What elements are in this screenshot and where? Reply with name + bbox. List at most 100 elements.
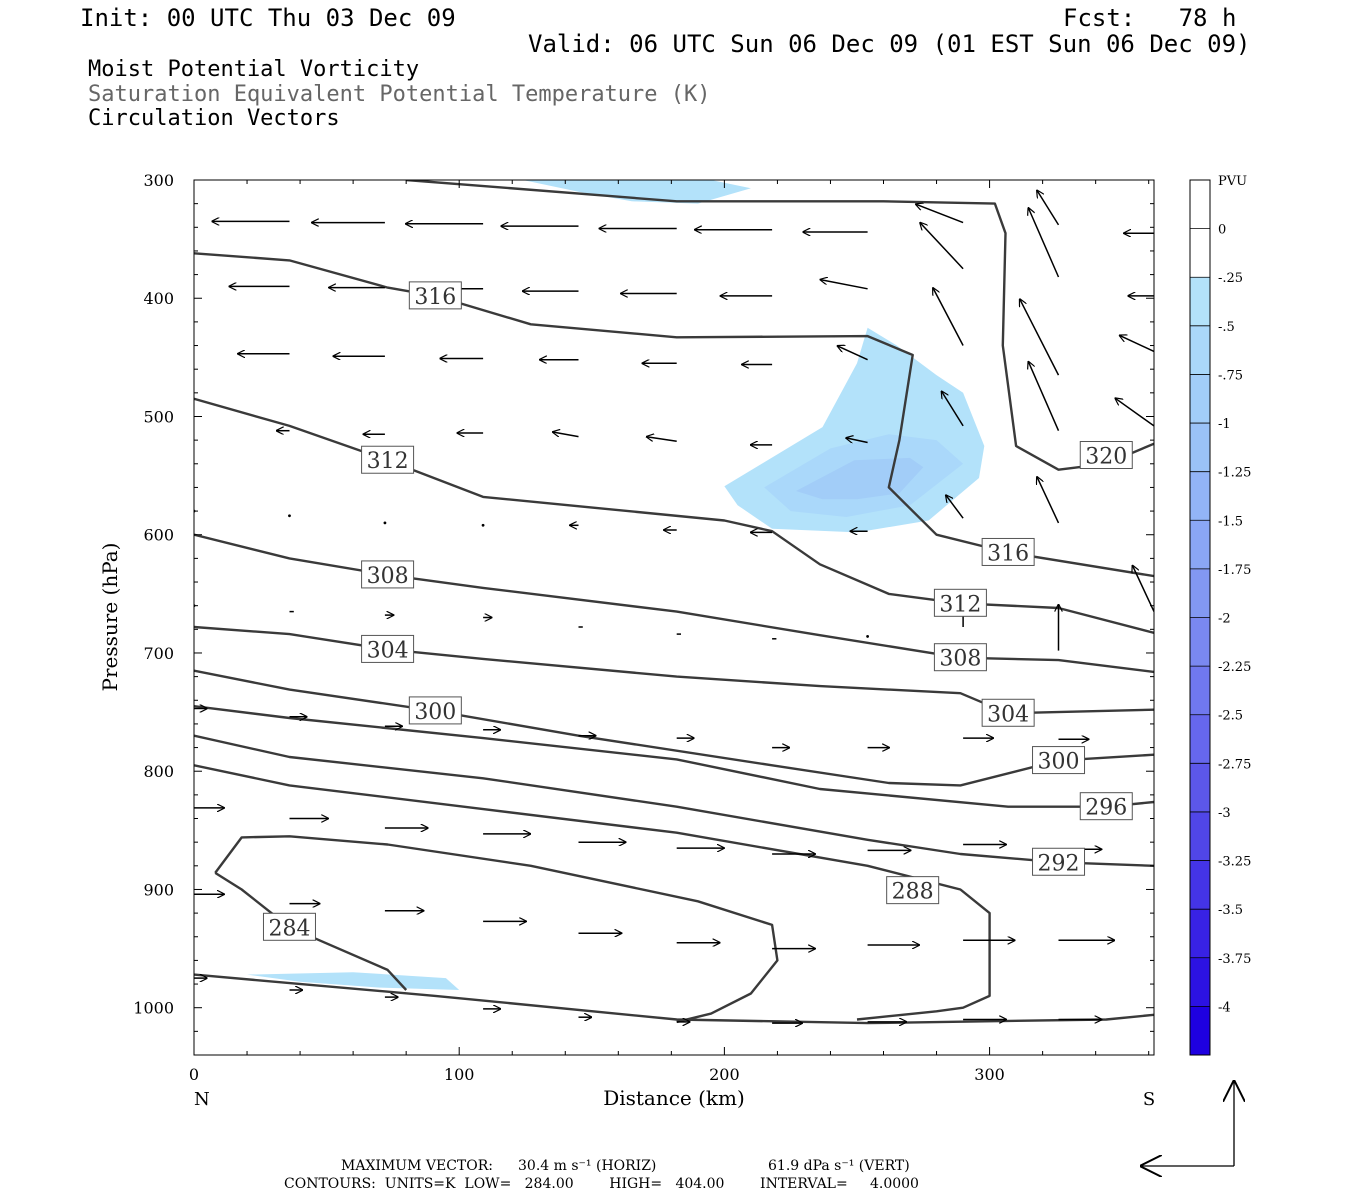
colorbar-swatch	[1190, 374, 1210, 424]
contour-label-text: 312	[939, 592, 981, 617]
contour-label-box	[1032, 746, 1086, 775]
contour-label-text: 308	[939, 647, 981, 672]
contour-label-box	[408, 696, 462, 725]
contour-label-box	[408, 281, 462, 310]
colorbar-label: -1.25	[1218, 466, 1251, 481]
colorbar-label: -2	[1218, 612, 1231, 627]
contour-label-text: 288	[892, 880, 934, 905]
contour-label-text: 300	[1038, 750, 1080, 775]
x-axis-label: Distance (km)	[603, 1086, 745, 1110]
circulation-vector	[916, 204, 964, 224]
contour-label-box	[262, 912, 316, 941]
circulation-vector	[933, 288, 964, 346]
x-tick-label: 0	[189, 1065, 199, 1084]
y-tick-label: 600	[143, 526, 174, 545]
reference-vector-key	[1142, 1082, 1234, 1166]
colorbar-label: -.75	[1218, 368, 1243, 383]
y-tick-label: 1000	[133, 999, 174, 1018]
contour-label-box	[933, 643, 987, 672]
contour-label-text: 308	[367, 564, 409, 589]
colorbar-unit: PVU	[1218, 174, 1247, 189]
circulation-vector	[820, 280, 868, 290]
axes: 300 400 500 600 700 800 900 1000 0 100 200 300	[133, 171, 1154, 1084]
contour-label-text: 304	[367, 638, 409, 663]
contour-label: 300	[408, 696, 462, 725]
theta-contour-284	[214, 835, 779, 1024]
colorbar-label: -2.25	[1218, 660, 1251, 675]
contour-label-box	[1079, 441, 1133, 470]
colorbar-swatch	[1190, 423, 1210, 473]
circulation-vector	[838, 346, 868, 361]
colorbar-swatch	[1190, 1006, 1210, 1056]
contour-label: 304	[981, 698, 1035, 727]
y-tick-label: 400	[143, 289, 174, 308]
contour-label-box	[886, 876, 940, 905]
y-tick-label: 900	[143, 880, 174, 899]
theta-contour-316	[194, 252, 1154, 578]
theta-contours	[194, 180, 1154, 1025]
contour-label-text: 312	[367, 449, 409, 474]
colorbar-label: -3	[1218, 806, 1231, 821]
colorbar-label: -1.75	[1218, 563, 1251, 578]
circulation-vector	[553, 432, 579, 438]
colorbar-label: -3.5	[1218, 903, 1243, 918]
contour-label-text: 284	[268, 916, 310, 941]
colorbar-swatch	[1190, 714, 1210, 764]
colorbar-swatch	[1190, 277, 1210, 327]
valid-time: Valid: 06 UTC Sun 06 Dec 09 (01 EST Sun …	[528, 30, 1251, 58]
colorbar-swatch	[1190, 763, 1210, 813]
colorbar-swatch	[1190, 568, 1210, 618]
colorbar: 0 -.25 -.5 -.75 -1 -1.25 -1.5 -1.75 -2 -2.25 -2.5 -…	[1189, 179, 1251, 1056]
theta-contour-312	[194, 397, 1154, 635]
y-tick-label: 700	[143, 644, 174, 663]
contour-label-text: 316	[414, 285, 456, 310]
colorbar-label: -3.25	[1218, 855, 1251, 870]
y-tick-label: 800	[143, 762, 174, 781]
colorbar-label: -3.75	[1218, 952, 1251, 967]
colorbar-label: -1	[1218, 417, 1231, 432]
colorbar-label: -.5	[1218, 320, 1235, 335]
colorbar-swatch	[1190, 471, 1210, 521]
vector-dot	[481, 523, 485, 527]
contour-label-box	[933, 588, 987, 617]
contour-label: 312	[361, 445, 415, 474]
contour-labels: 3163123083043002843203163123083043002962…	[262, 281, 1133, 941]
circulation-vector	[942, 391, 964, 427]
contour-label-box	[1032, 847, 1086, 876]
contour-label: 308	[933, 643, 987, 672]
theta-contour-308	[194, 533, 1154, 674]
contour-label-box	[361, 634, 415, 663]
x-tick-label: 100	[444, 1065, 475, 1084]
max-vector-horiz: 30.4 m s⁻¹ (HORIZ)	[518, 1158, 657, 1174]
colorbar-label: -4	[1218, 1000, 1231, 1015]
colorbar-swatch	[1190, 860, 1210, 910]
x-tick-label: 300	[974, 1065, 1005, 1084]
contour-label-text: 320	[1085, 445, 1127, 470]
circulation-vector	[846, 438, 868, 443]
circulation-vector	[920, 223, 964, 270]
circulation-vectors	[194, 190, 1154, 1023]
contour-label-box	[1079, 792, 1133, 821]
colorbar-swatch	[1190, 180, 1210, 230]
contour-label: 292	[1032, 847, 1086, 876]
theta-contour-288	[194, 764, 991, 1021]
circulation-vector	[1028, 362, 1060, 431]
circulation-vector	[1120, 335, 1154, 353]
contour-label: 304	[361, 634, 415, 663]
contour-label-text: 316	[987, 541, 1029, 566]
max-vector-label: MAXIMUM VECTOR:	[341, 1158, 493, 1174]
contour-label: 316	[981, 537, 1035, 566]
circulation-vector	[946, 495, 964, 519]
contour-label: 296	[1079, 792, 1133, 821]
colorbar-swatch	[1190, 811, 1210, 862]
colorbar-label: -2.5	[1218, 709, 1243, 724]
colorbar-swatch	[1190, 666, 1210, 716]
contour-label-box	[361, 560, 415, 589]
init-time: Init: 00 UTC Thu 03 Dec 09	[80, 4, 456, 32]
theta-contour-320	[406, 180, 1154, 471]
contour-label-box	[361, 445, 415, 474]
contour-label-text: 296	[1085, 796, 1127, 821]
theta-contour-292	[194, 734, 1154, 867]
colorbar-swatch	[1190, 957, 1210, 1007]
vector-dot	[288, 514, 291, 518]
